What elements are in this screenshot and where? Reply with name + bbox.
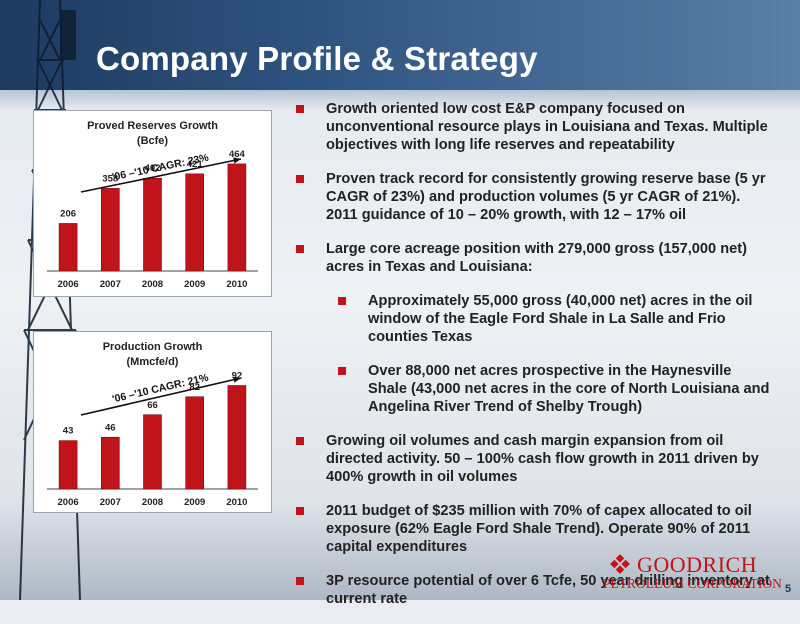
bar-value-label: 464 bbox=[229, 149, 246, 160]
category-tick-label: 2008 bbox=[142, 497, 163, 508]
bullet-square-icon bbox=[338, 367, 346, 375]
slide-title: Company Profile & Strategy bbox=[96, 40, 538, 77]
bullet-square-icon bbox=[338, 297, 346, 305]
cagr-arrow-head-icon bbox=[233, 157, 241, 164]
chart-subtitle: (Mmcfe/d) bbox=[127, 356, 179, 368]
bar bbox=[101, 188, 120, 272]
bar bbox=[58, 223, 78, 272]
bar bbox=[185, 396, 204, 490]
cagr-arrow-line bbox=[80, 158, 242, 193]
sub-bullet-item: Over 88,000 net acres prospective in the… bbox=[334, 362, 770, 416]
header-band bbox=[0, 0, 800, 90]
cagr-arrow-head-icon bbox=[233, 376, 241, 383]
bullet-text: Approximately 55,000 gross (40,000 net) … bbox=[368, 293, 753, 345]
bullet-square-icon bbox=[296, 577, 304, 585]
cagr-arrow-line bbox=[80, 377, 242, 416]
production-chart: Production Growth (Mmcfe/d) 43 2006 46 2007 66… bbox=[33, 331, 272, 513]
bullet-text: Over 88,000 net acres prospective in the… bbox=[368, 363, 770, 415]
bar bbox=[143, 414, 162, 490]
bullet-square-icon bbox=[296, 245, 304, 253]
bar bbox=[185, 173, 204, 272]
bullet-text: Large core acreage position with 279,000… bbox=[326, 241, 747, 275]
bullet-list: Growth oriented low cost E&P company foc… bbox=[290, 100, 770, 624]
bar-value-label: 421 bbox=[187, 159, 204, 170]
bullet-square-icon bbox=[296, 175, 304, 183]
bullet-square-icon bbox=[296, 437, 304, 445]
bullet-item: Growing oil volumes and cash margin expa… bbox=[290, 432, 770, 486]
category-tick-label: 2010 bbox=[226, 497, 247, 508]
category-tick-label: 2009 bbox=[184, 279, 205, 290]
bar-value-label: 206 bbox=[60, 208, 76, 219]
bullet-text: Proven track record for consistently gro… bbox=[326, 171, 766, 223]
bar bbox=[227, 163, 247, 272]
reserves-chart-svg: Proved Reserves Growth (Bcfe) 206 2006 358 20… bbox=[47, 120, 258, 290]
page-number: 5 bbox=[785, 583, 792, 595]
category-tick-label: 2008 bbox=[142, 279, 163, 290]
bar-value-label: 66 bbox=[147, 400, 158, 411]
bar bbox=[227, 385, 247, 490]
category-tick-label: 2006 bbox=[58, 497, 79, 508]
bullet-square-icon bbox=[296, 507, 304, 515]
bullet-item: Large core acreage position with 279,000… bbox=[290, 240, 770, 276]
production-chart-svg: Production Growth (Mmcfe/d) 43 2006 46 2007 66… bbox=[47, 341, 258, 508]
chart-title: Production Growth bbox=[103, 341, 203, 353]
bar-value-label: 43 bbox=[63, 426, 74, 437]
bar-value-label: 358 bbox=[102, 173, 118, 184]
bullet-text: 2011 budget of $235 million with 70% of … bbox=[326, 503, 752, 555]
bar bbox=[58, 440, 78, 490]
chart-title: Proved Reserves Growth bbox=[87, 120, 218, 132]
bar bbox=[143, 177, 162, 272]
bullet-item: Growth oriented low cost E&P company foc… bbox=[290, 100, 770, 154]
bar-value-label: 46 bbox=[105, 422, 116, 433]
category-tick-label: 2006 bbox=[58, 279, 79, 290]
diamond-grid-logo-icon bbox=[610, 554, 630, 574]
category-tick-label: 2007 bbox=[100, 279, 121, 290]
category-tick-label: 2007 bbox=[100, 497, 121, 508]
bullet-text: Growth oriented low cost E&P company foc… bbox=[326, 101, 768, 153]
sub-bullet-item: Approximately 55,000 gross (40,000 net) … bbox=[334, 292, 770, 346]
category-tick-label: 2009 bbox=[184, 497, 205, 508]
bullet-square-icon bbox=[296, 105, 304, 113]
category-tick-label: 2010 bbox=[226, 279, 247, 290]
bullet-text: Growing oil volumes and cash margin expa… bbox=[326, 433, 759, 485]
bar bbox=[101, 436, 120, 490]
logo-name: GOODRICH bbox=[637, 552, 758, 577]
bar-value-label: 82 bbox=[189, 382, 200, 393]
reserves-chart: Proved Reserves Growth (Bcfe) 206 2006 358 20… bbox=[33, 110, 272, 297]
logo-subtitle: PETROLEUM CORPORATION bbox=[603, 576, 782, 591]
bar-value-label: 402 bbox=[145, 163, 161, 174]
bar-value-label: 92 bbox=[232, 371, 243, 382]
bullet-item: Proven track record for consistently gro… bbox=[290, 170, 770, 224]
chart-subtitle: (Bcfe) bbox=[137, 135, 169, 147]
company-logo: GOODRICH PETROLEUM CORPORATION bbox=[601, 552, 782, 592]
bullet-item: 2011 budget of $235 million with 70% of … bbox=[290, 502, 770, 556]
